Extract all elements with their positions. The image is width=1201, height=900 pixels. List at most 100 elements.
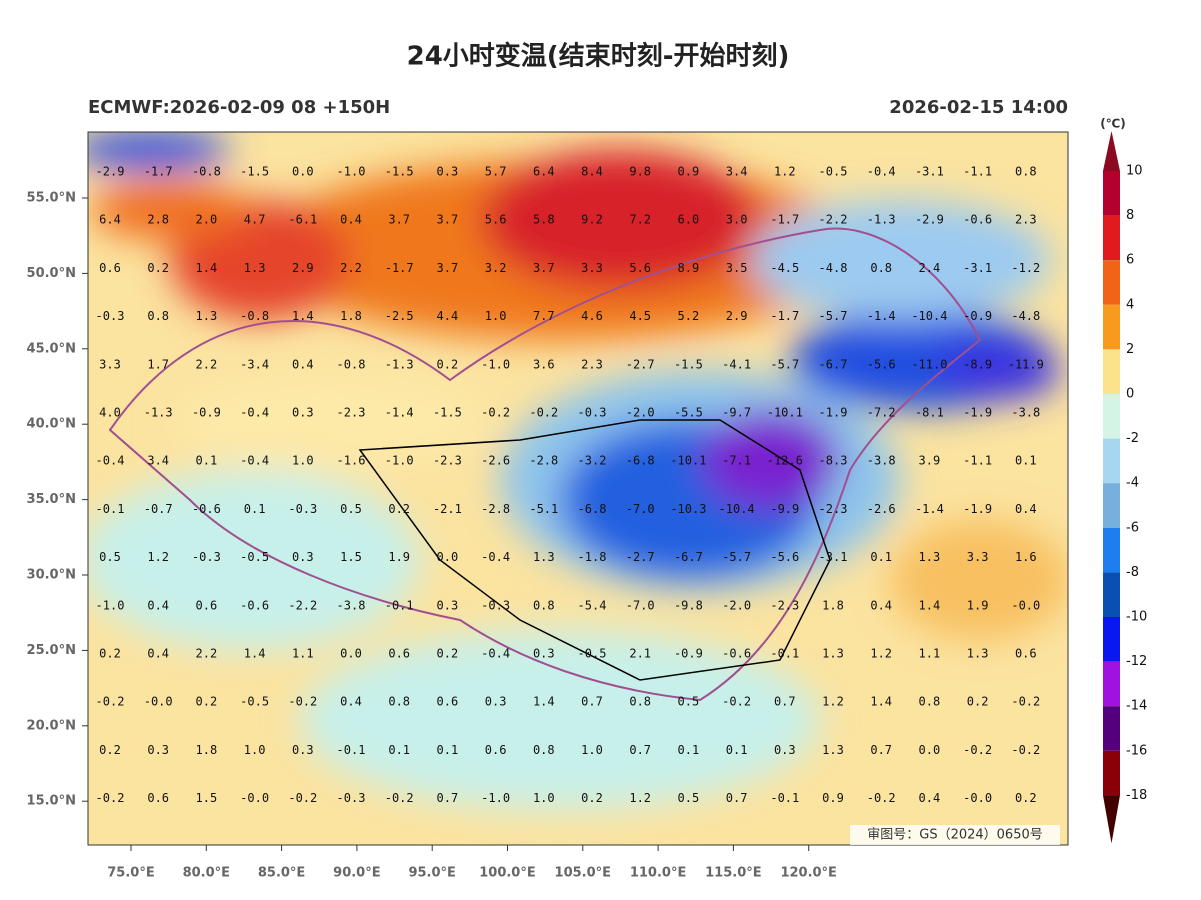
grid-value: -0.5 bbox=[240, 695, 269, 709]
lat-label: 15.0°N bbox=[27, 794, 76, 809]
grid-value: -1.5 bbox=[240, 165, 269, 179]
grid-value: -1.3 bbox=[867, 213, 896, 227]
grid-value: 0.3 bbox=[292, 406, 314, 420]
grid-value: -0.4 bbox=[867, 165, 896, 179]
colorbar-segment bbox=[1103, 750, 1120, 796]
grid-value: -5.7 bbox=[770, 357, 799, 371]
grid-value: 1.4 bbox=[870, 695, 892, 709]
grid-value: -3.1 bbox=[819, 550, 848, 564]
lat-label: 30.0°N bbox=[27, 568, 76, 583]
grid-value: 1.8 bbox=[340, 309, 362, 323]
colorbar-label: -6 bbox=[1126, 520, 1139, 535]
grid-value: -0.2 bbox=[1011, 695, 1040, 709]
title: 24小时变温(结束时刻-开始时刻) bbox=[407, 41, 790, 72]
grid-value: -2.2 bbox=[288, 598, 317, 612]
grid-value: -1.7 bbox=[144, 165, 173, 179]
grid-value: 4.4 bbox=[437, 309, 459, 323]
grid-value: 5.6 bbox=[629, 261, 651, 275]
grid-value: 1.2 bbox=[774, 165, 796, 179]
grid-value: -3.1 bbox=[963, 261, 992, 275]
grid-value: -4.8 bbox=[1011, 309, 1040, 323]
grid-value: -1.2 bbox=[1011, 261, 1040, 275]
colorbar-label: 6 bbox=[1126, 253, 1134, 268]
grid-value: 1.4 bbox=[292, 309, 314, 323]
grid-value: 2.1 bbox=[629, 647, 651, 661]
grid-value: 0.8 bbox=[870, 261, 892, 275]
grid-value: 0.2 bbox=[99, 647, 121, 661]
grid-value: 0.3 bbox=[292, 743, 314, 757]
grid-value: 0.1 bbox=[244, 502, 266, 516]
grid-value: -1.9 bbox=[819, 406, 848, 420]
lat-label: 45.0°N bbox=[27, 341, 76, 356]
grid-value: -1.8 bbox=[578, 550, 607, 564]
grid-value: 1.0 bbox=[485, 309, 507, 323]
grid-value: 2.8 bbox=[147, 213, 169, 227]
grid-value: 0.7 bbox=[774, 695, 796, 709]
grid-value: 1.2 bbox=[147, 550, 169, 564]
grid-value: 0.4 bbox=[147, 647, 169, 661]
grid-value: -7.0 bbox=[626, 502, 655, 516]
grid-value: -0.8 bbox=[337, 357, 366, 371]
colorbar-segment bbox=[1103, 171, 1120, 216]
grid-value: -5.5 bbox=[674, 406, 703, 420]
grid-value: -0.9 bbox=[963, 309, 992, 323]
grid-value: 5.7 bbox=[485, 165, 507, 179]
colorbar-label: -4 bbox=[1126, 476, 1139, 491]
grid-value: -2.0 bbox=[722, 598, 751, 612]
grid-value: 3.9 bbox=[919, 454, 941, 468]
grid-value: -2.7 bbox=[626, 550, 655, 564]
colorbar-segment bbox=[1103, 438, 1120, 484]
colorbar-label: 8 bbox=[1126, 208, 1134, 223]
grid-value: 1.0 bbox=[244, 743, 266, 757]
grid-value: 0.7 bbox=[629, 743, 651, 757]
grid-value: 0.1 bbox=[726, 743, 748, 757]
lon-label: 105.0°E bbox=[555, 866, 612, 881]
grid-value: 0.6 bbox=[388, 647, 410, 661]
grid-value: -1.3 bbox=[385, 357, 414, 371]
colorbar-unit: (℃) bbox=[1100, 117, 1126, 131]
grid-value: -0.0 bbox=[144, 695, 173, 709]
grid-value: -0.1 bbox=[385, 598, 414, 612]
grid-value: -2.2 bbox=[819, 213, 848, 227]
grid-value: 9.2 bbox=[581, 213, 603, 227]
grid-value: 5.8 bbox=[533, 213, 555, 227]
grid-value: -2.3 bbox=[337, 406, 366, 420]
grid-value: -0.1 bbox=[770, 647, 799, 661]
grid-value: 2.2 bbox=[196, 647, 218, 661]
grid-value: -0.5 bbox=[819, 165, 848, 179]
grid-value: 2.9 bbox=[726, 309, 748, 323]
grid-value: -6.7 bbox=[674, 550, 703, 564]
grid-value: 0.1 bbox=[437, 743, 459, 757]
grid-value: 1.3 bbox=[244, 261, 266, 275]
map-background bbox=[88, 132, 1068, 845]
grid-value: 2.3 bbox=[581, 357, 603, 371]
grid-value: 0.1 bbox=[196, 454, 218, 468]
grid-value: 0.5 bbox=[678, 791, 700, 805]
colorbar-label: -14 bbox=[1126, 699, 1147, 714]
grid-value: -2.3 bbox=[433, 454, 462, 468]
grid-value: -3.2 bbox=[578, 454, 607, 468]
grid-value: -1.7 bbox=[770, 213, 799, 227]
grid-value: 4.5 bbox=[629, 309, 651, 323]
grid-value: -0.2 bbox=[288, 695, 317, 709]
colorbar-arrow bbox=[1103, 131, 1120, 171]
grid-value: 1.2 bbox=[629, 791, 651, 805]
lat-label: 20.0°N bbox=[27, 718, 76, 733]
grid-value: -1.0 bbox=[481, 791, 510, 805]
grid-value: -2.0 bbox=[626, 406, 655, 420]
lon-label: 75.0°E bbox=[107, 866, 154, 881]
grid-value: 1.5 bbox=[196, 791, 218, 805]
grid-value: -7.2 bbox=[867, 406, 896, 420]
valid-time: 2026-02-15 14:00 bbox=[889, 97, 1068, 118]
grid-value: -5.7 bbox=[819, 309, 848, 323]
grid-value: 0.8 bbox=[533, 598, 555, 612]
map-frame bbox=[87, 131, 1069, 846]
grid-value: 1.1 bbox=[919, 647, 941, 661]
lon-label: 90.0°E bbox=[333, 866, 380, 881]
grid-value: -1.9 bbox=[963, 406, 992, 420]
grid-value: 0.3 bbox=[147, 743, 169, 757]
grid-value: 3.7 bbox=[388, 213, 410, 227]
grid-value: -11.0 bbox=[911, 357, 947, 371]
lat-label: 40.0°N bbox=[27, 417, 76, 432]
colorbar-label: 4 bbox=[1126, 297, 1134, 312]
